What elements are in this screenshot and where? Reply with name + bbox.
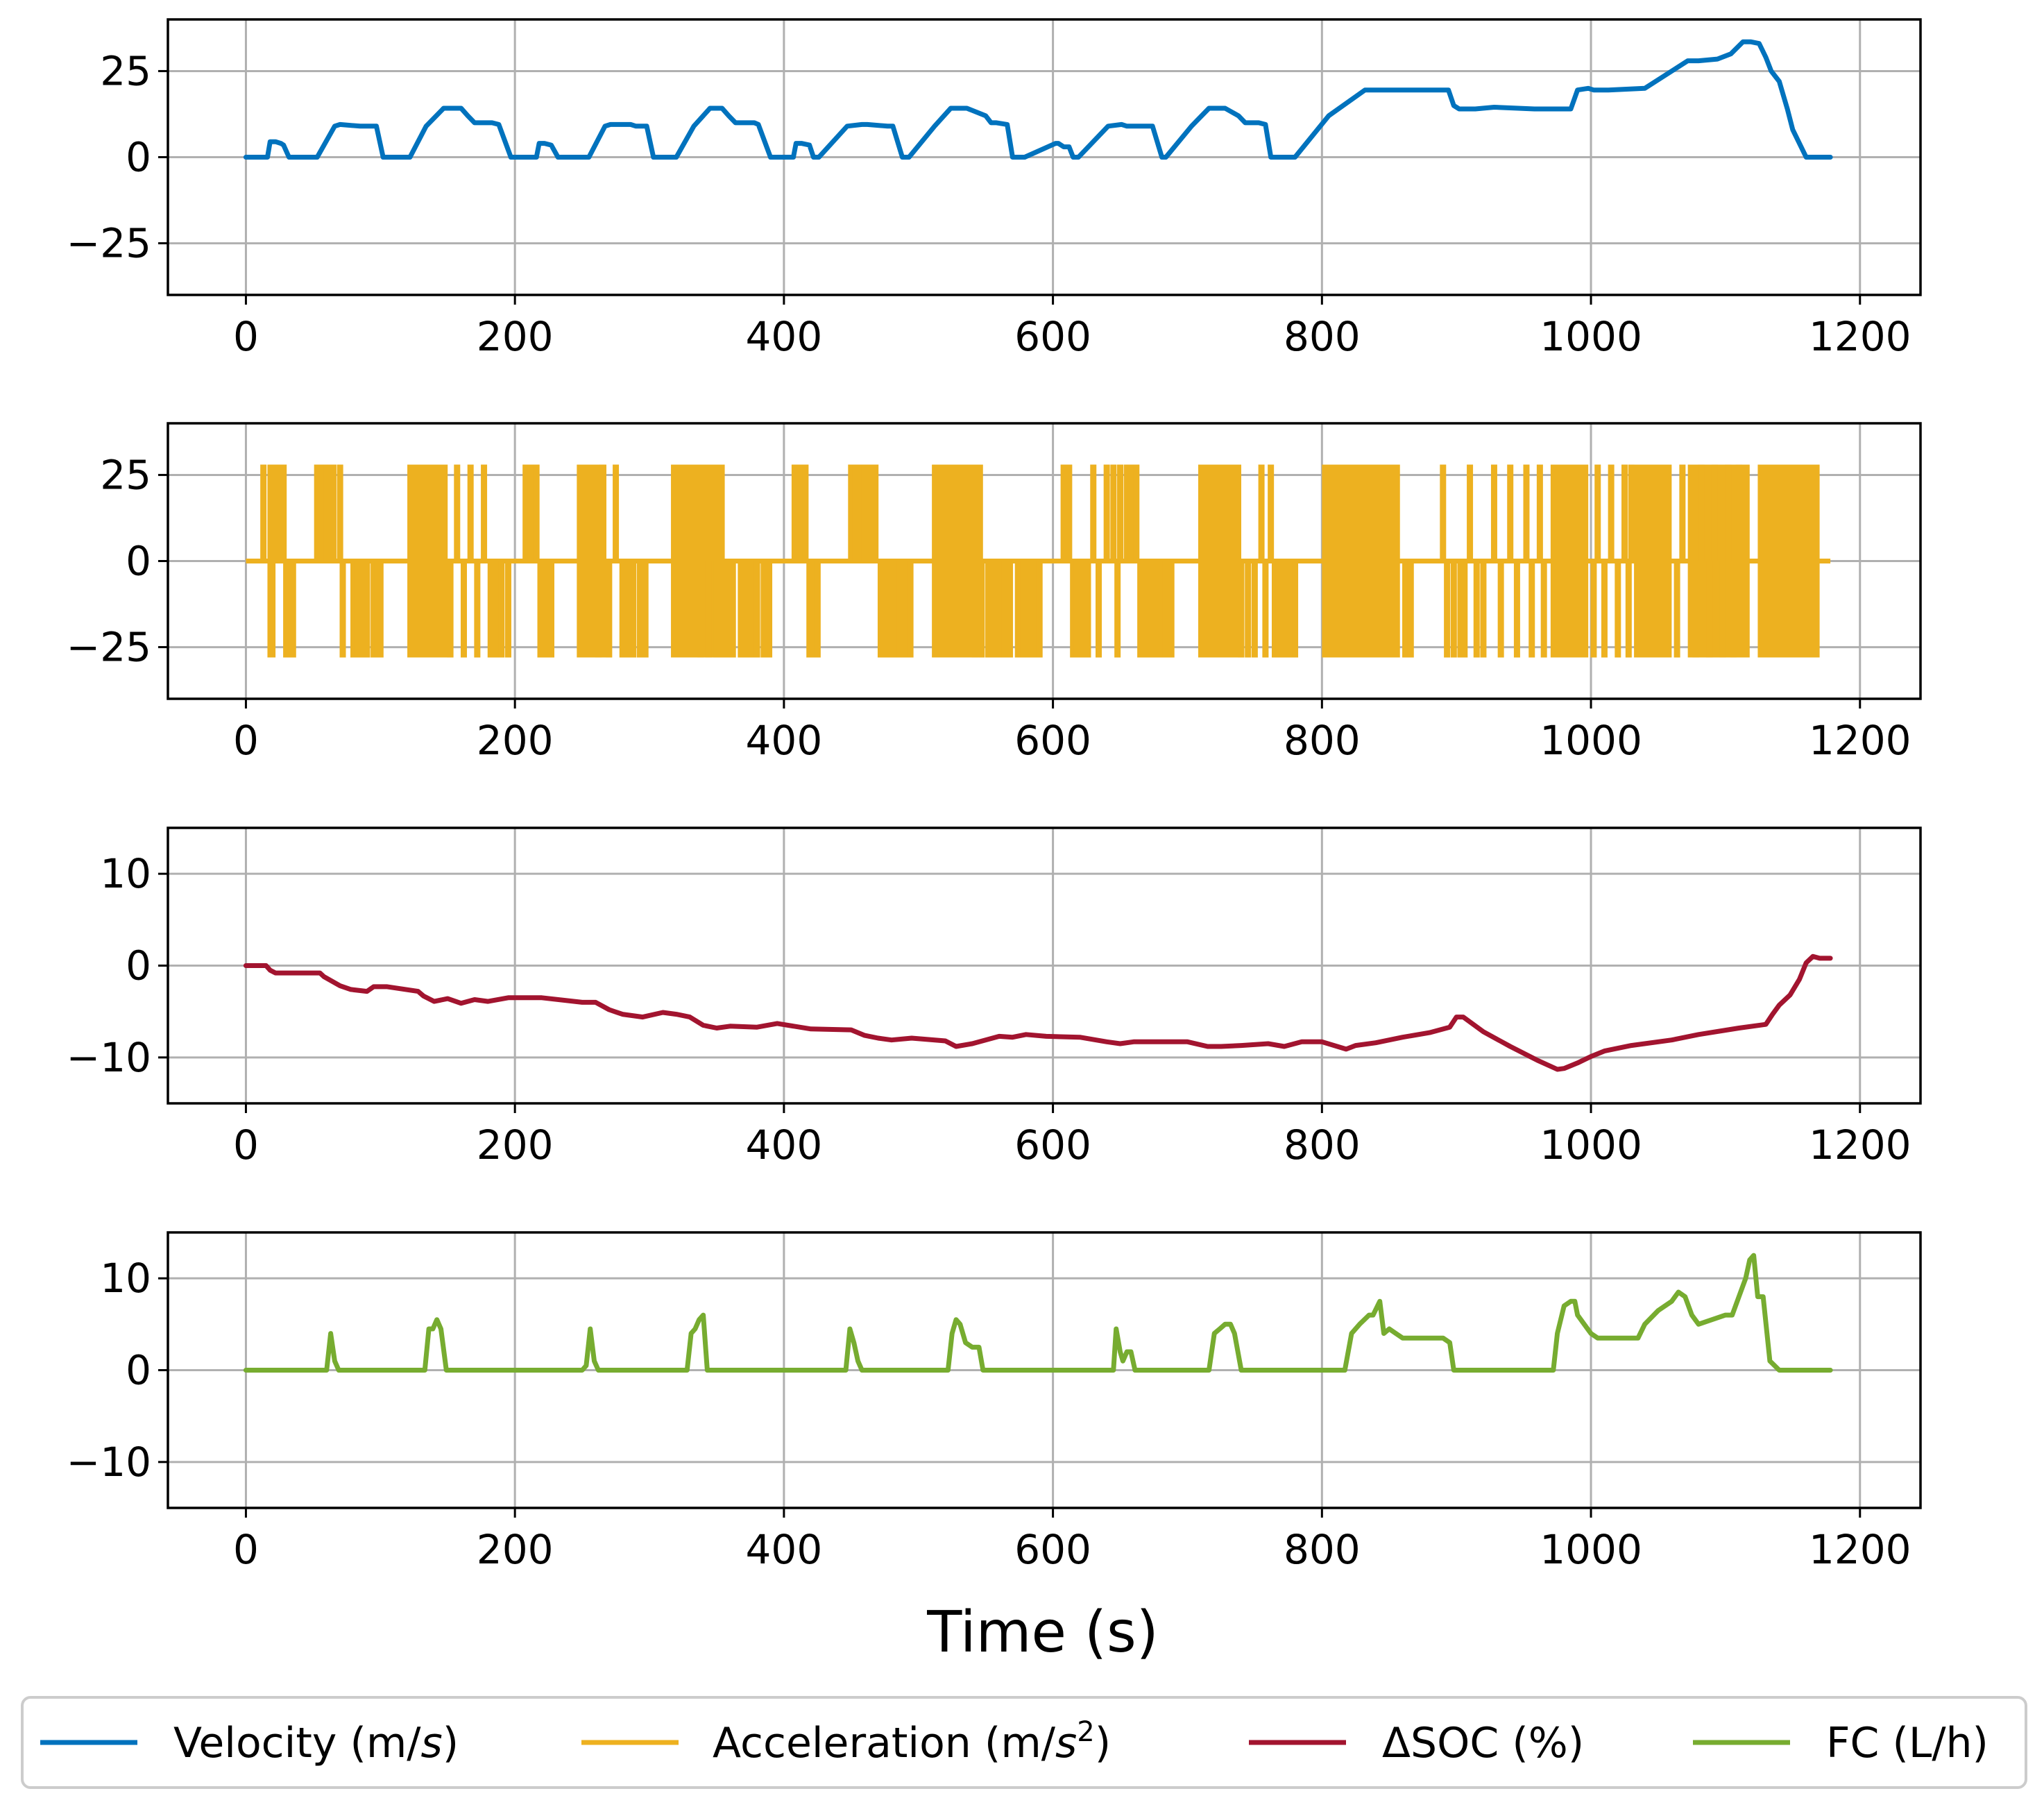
- y-tick-label: 25: [100, 47, 151, 94]
- series-line-velocity: [243, 39, 1833, 160]
- x-tick-label: 800: [1284, 717, 1361, 764]
- acceleration-dense-band: [1198, 464, 1242, 658]
- series-line-soc: [243, 953, 1833, 1072]
- x-tick-label: 200: [477, 717, 554, 764]
- x-tick-label: 1000: [1540, 717, 1642, 764]
- legend: Velocity (m/s) Acceleration (m/s2) ΔSOC …: [21, 1696, 2027, 1789]
- x-tick-label: 0: [233, 1526, 259, 1573]
- y-tick-label: −25: [67, 220, 151, 267]
- x-tick-label: 1200: [1809, 1121, 1911, 1169]
- series-group: [243, 1253, 1833, 1373]
- x-tick-label: 1200: [1809, 1526, 1911, 1573]
- x-tick-label: 400: [746, 313, 823, 360]
- x-tick-label: 600: [1014, 313, 1091, 360]
- acceleration-dense-band: [1550, 464, 1589, 658]
- y-tick-label: 0: [126, 134, 151, 181]
- y-tick-label: 0: [126, 942, 151, 990]
- x-tick-label: 1000: [1540, 1121, 1642, 1169]
- x-tick-label: 800: [1284, 1526, 1361, 1573]
- x-tick-label: 1000: [1540, 1526, 1642, 1573]
- subplot-acceleration: 0 200 400 600 800 1000 1200 −25 0 25: [67, 422, 1922, 764]
- x-tick-label: 0: [233, 1121, 259, 1169]
- x-tick-label: 600: [1014, 1121, 1091, 1169]
- acceleration-dense-band: [1757, 464, 1820, 658]
- legend-label-velocity: Velocity (m/s): [173, 1719, 459, 1767]
- x-tick-label: 400: [746, 717, 823, 764]
- x-tick-label: 800: [1284, 313, 1361, 360]
- x-tick-label: 800: [1284, 1121, 1361, 1169]
- y-tick-label: 25: [100, 451, 151, 498]
- y-tick-label: −10: [67, 1439, 151, 1486]
- legend-label-acceleration: Acceleration (m/s2): [713, 1716, 1111, 1767]
- x-tick-label: 400: [746, 1121, 823, 1169]
- legend-label-fc: FC (L/h): [1826, 1719, 1988, 1767]
- subplot-soc: 0 200 400 600 800 1000 1200 −10 0 10: [67, 826, 1922, 1169]
- x-tick-label: 400: [746, 1526, 823, 1573]
- x-axis-title: Time (s): [926, 1600, 1158, 1665]
- acceleration-dense-band: [407, 464, 448, 658]
- acceleration-dense-band: [1634, 464, 1672, 658]
- y-tick-label: 0: [126, 538, 151, 585]
- x-tick-label: 200: [477, 1121, 554, 1169]
- series-group: [246, 464, 1831, 658]
- legend-frame: [21, 1696, 2027, 1789]
- x-tick-label: 200: [477, 1526, 554, 1573]
- acceleration-dense-band: [1322, 464, 1400, 658]
- subplot-velocity: 0 200 400 600 800 1000 1200 −25 0 25: [67, 18, 1922, 360]
- legend-label-soc: ΔSOC (%): [1382, 1719, 1584, 1767]
- x-tick-label: 1200: [1809, 717, 1911, 764]
- y-tick-label: −25: [67, 624, 151, 671]
- series-group: [243, 39, 1833, 160]
- series-group: [243, 953, 1833, 1072]
- x-tick-label: 0: [233, 313, 259, 360]
- gridlines: [168, 19, 1920, 295]
- x-tick-label: 1000: [1540, 313, 1642, 360]
- x-tick-label: 600: [1014, 717, 1091, 764]
- series-line-fc: [243, 1253, 1833, 1373]
- y-tick-label: 10: [100, 850, 151, 897]
- x-tick-label: 0: [233, 717, 259, 764]
- x-tick-label: 1200: [1809, 313, 1911, 360]
- y-tick-label: −10: [67, 1034, 151, 1081]
- x-tick-label: 200: [477, 313, 554, 360]
- y-tick-label: 10: [100, 1255, 151, 1302]
- x-tick-label: 600: [1014, 1526, 1091, 1573]
- subplot-fc: 0 200 400 600 800 1000 1200 −10 0 10: [67, 1231, 1922, 1573]
- gridlines: [168, 828, 1920, 1103]
- y-tick-label: 0: [126, 1347, 151, 1394]
